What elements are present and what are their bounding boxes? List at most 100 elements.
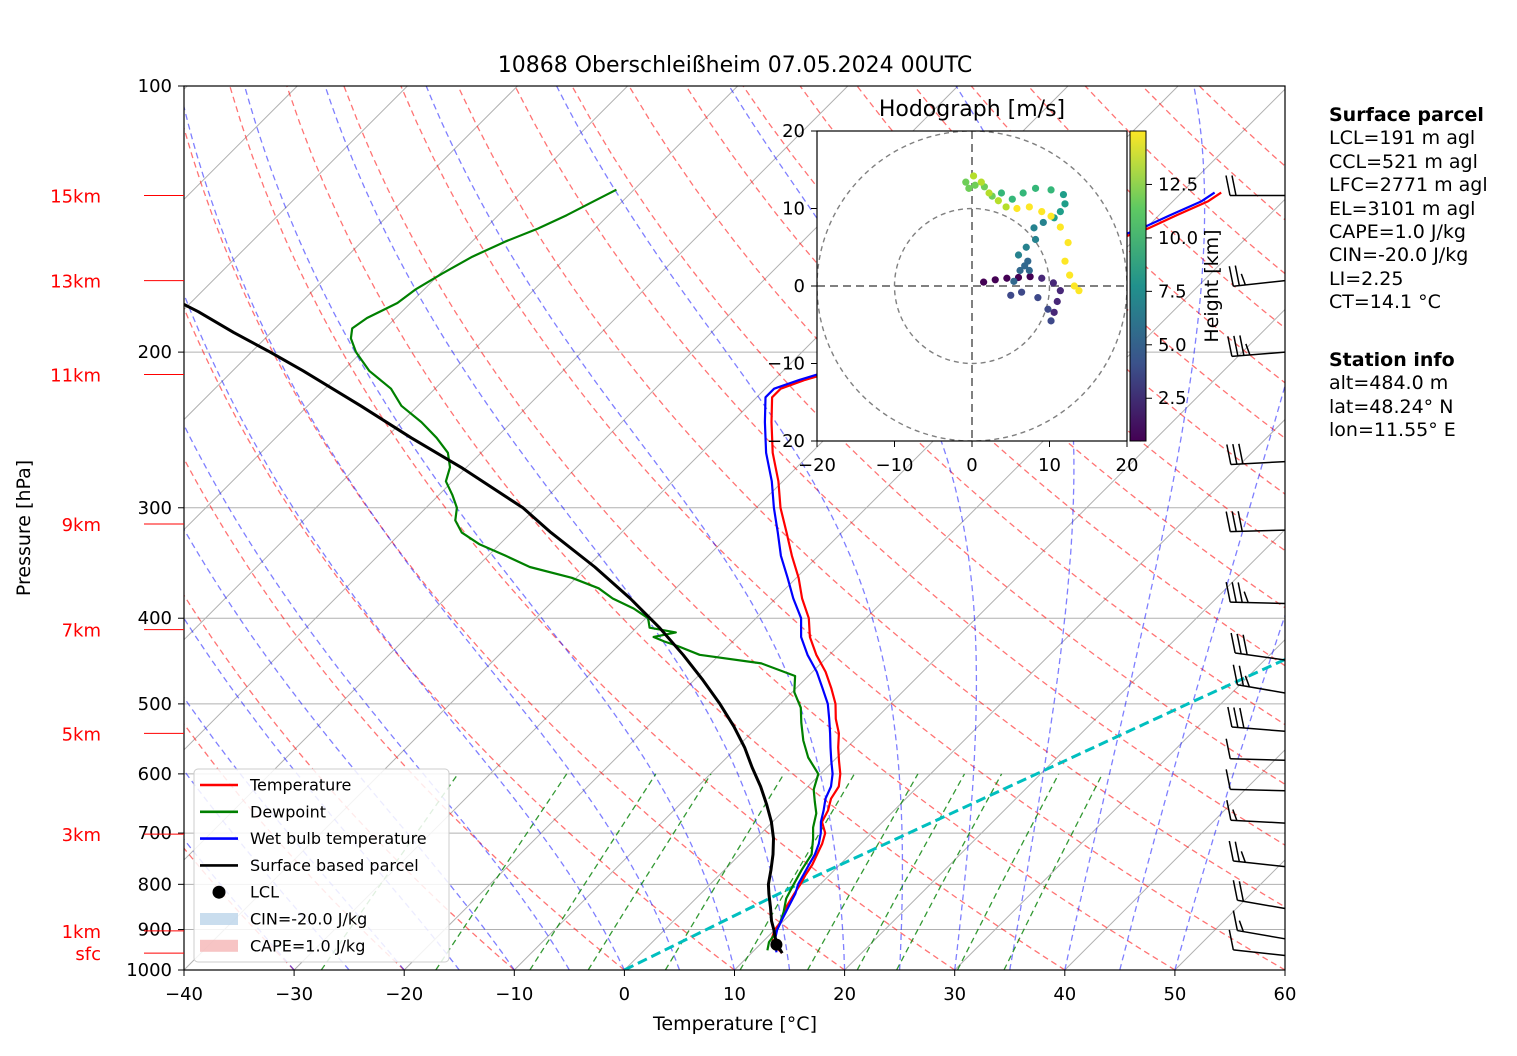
legend-label: CAPE=1.0 J/kg: [250, 936, 365, 955]
wind-barb-flag: [1239, 707, 1245, 729]
dry-adiabat: [286, 86, 1066, 970]
hodograph-point: [1070, 282, 1078, 290]
legend: Temperature Dewpoint Wet bulb temperature S…: [193, 768, 450, 963]
hodograph-trace: [962, 172, 1083, 325]
lcl-marker: [770, 938, 783, 951]
isotherm-line: [184, 86, 628, 531]
hodograph-point: [985, 189, 993, 197]
hodograph-point: [1049, 279, 1057, 287]
x-tick-label: 20: [833, 984, 856, 1005]
surface-parcel-line: LI=2.25: [1329, 267, 1404, 290]
p-tick-label: 1000: [126, 960, 172, 981]
x-tick-label: 40: [1053, 984, 1076, 1005]
x-tick-label: 0: [619, 984, 630, 1005]
wind-barb-flag: [1233, 335, 1239, 357]
wind-barb-flag: [1228, 929, 1235, 951]
height-label: 5km: [62, 724, 101, 745]
wind-barb-flag: [1245, 343, 1251, 356]
surface-parcel-line: CCL=521 m agl: [1329, 150, 1478, 173]
height-label: 7km: [62, 621, 101, 642]
wind-barb-flag: [1231, 511, 1237, 532]
wind-barb-flag: [1226, 444, 1232, 465]
hodograph-point: [997, 189, 1006, 197]
dry-adiabat: [343, 86, 1176, 970]
wind-barb-flag: [1232, 443, 1238, 465]
hodograph-point: [1056, 208, 1064, 216]
hodograph-point: [1016, 266, 1024, 275]
hodograph-point: [971, 181, 979, 189]
legend-label: Temperature: [249, 776, 351, 795]
moist-adiabat: [184, 423, 570, 970]
station-info-line: lon=11.55° E: [1329, 419, 1456, 442]
wind-barb-flag: [1228, 840, 1235, 862]
hodograph-point: [1039, 218, 1047, 227]
hodograph-point: [1061, 257, 1069, 265]
p-tick-label: 100: [138, 76, 172, 97]
surface-parcel-title: Surface parcel: [1329, 104, 1484, 126]
wind-barb-staff: [1237, 899, 1286, 910]
hodograph-ticks: −20 −10 0 10 20 −20 −10 0 10 20: [767, 121, 1138, 476]
p-tick-label: 800: [138, 874, 172, 895]
hodograph-point: [1066, 271, 1074, 279]
wind-barb-staff: [1233, 949, 1286, 957]
hodograph-point: [1053, 297, 1061, 306]
wind-barb-flag: [1232, 910, 1239, 931]
moist-adiabat: [243, 86, 736, 970]
wind-barb-staff: [1231, 726, 1286, 733]
surface-parcel-line: LCL=191 m agl: [1329, 127, 1476, 150]
moist-adiabat: [184, 292, 625, 970]
hodograph-point: [980, 278, 988, 286]
dry-adiabat: [229, 86, 956, 970]
height-label: 1km: [62, 922, 101, 943]
wind-barb-flag: [1242, 634, 1248, 655]
wind-barb-staff: [1230, 788, 1286, 792]
hodograph-point: [1008, 195, 1016, 203]
moist-adiabat: [1119, 383, 1285, 970]
hodograph-point: [1059, 190, 1068, 199]
wind-barb-staff: [1230, 529, 1286, 533]
isotherm-line: [844, 528, 1285, 970]
p-tick-label: 700: [138, 823, 172, 844]
legend-label: CIN=-20.0 J/kg: [250, 910, 367, 929]
station-info-title: Station info: [1329, 349, 1455, 371]
x-tick-label: −10: [495, 984, 533, 1005]
hodograph-point: [1061, 200, 1069, 208]
hodograph-x-label: −20: [798, 455, 836, 476]
wind-barb-flag: [1226, 800, 1232, 821]
hodograph-point: [1050, 308, 1058, 316]
x-tick-label: 10: [723, 984, 746, 1005]
x-tick-label: 30: [943, 984, 966, 1005]
wind-barb-flag: [1240, 851, 1247, 863]
colorbar-label: Height [km]: [1201, 229, 1223, 342]
dry-adiabat: [184, 457, 625, 970]
surface-parcel-line: LFC=2771 m agl: [1329, 174, 1488, 197]
wind-barb-flag: [1234, 841, 1241, 862]
hodograph-point: [994, 197, 1002, 205]
wind-barb-flag: [1228, 266, 1235, 287]
hodograph-point: [1047, 186, 1055, 194]
hodograph-x-label: 10: [1038, 455, 1061, 476]
hodograph-point: [965, 184, 973, 192]
hodograph-point: [1031, 184, 1040, 192]
hodograph-point: [1047, 317, 1055, 325]
hodograph-point: [1030, 224, 1038, 232]
cyan-dashed-line: [623, 657, 1285, 970]
surface-parcel-line: CT=14.1 °C: [1329, 291, 1441, 314]
hodograph-x-label: −10: [876, 455, 914, 476]
x-tick-label: −20: [385, 984, 423, 1005]
colorbar: [1129, 130, 1147, 442]
moist-adiabat: [425, 86, 846, 970]
wind-barb-staff: [1233, 860, 1286, 868]
wind-barb-staff: [1237, 929, 1286, 940]
hodograph-point: [1010, 277, 1018, 285]
mixing-ratio-line: [896, 773, 1003, 970]
wind-barb-flag: [1232, 880, 1239, 901]
wind-barb-flag: [1232, 809, 1238, 821]
isotherm-line: [954, 638, 1285, 970]
wind-barb-flag: [1227, 706, 1233, 728]
legend-swatch-patch: [200, 939, 238, 952]
hodograph-y-label: 10: [782, 199, 805, 220]
mixing-ratio-line: [856, 773, 966, 970]
